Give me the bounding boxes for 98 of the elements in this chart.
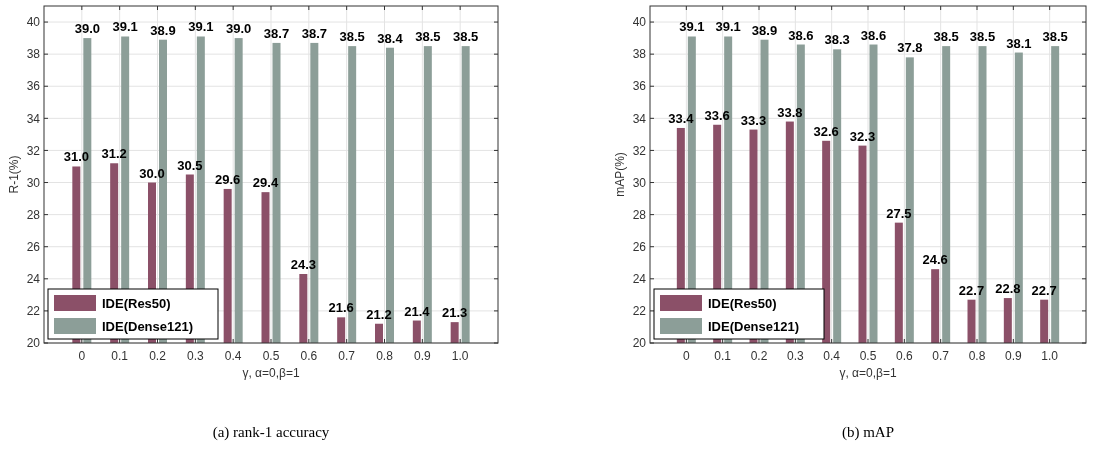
y-tick-label: 24 xyxy=(26,272,41,287)
data-label: 37.8 xyxy=(897,40,923,56)
data-label: 24.3 xyxy=(290,257,316,272)
y-tick-label: 20 xyxy=(632,336,647,351)
data-label: 24.6 xyxy=(922,252,948,268)
y-tick-label: 24 xyxy=(632,272,647,287)
data-label: 38.3 xyxy=(824,32,850,48)
data-label: 39.0 xyxy=(226,21,252,37)
x-tick-label: 0.9 xyxy=(413,349,431,363)
data-label: 33.6 xyxy=(704,107,730,123)
data-label: 33.8 xyxy=(777,104,803,120)
y-tick-label: 34 xyxy=(632,111,647,126)
x-tick-label: 1.0 xyxy=(451,349,469,363)
data-label: 38.7 xyxy=(301,25,327,41)
data-label: 32.6 xyxy=(813,123,839,139)
y-tick-label: 28 xyxy=(632,207,647,222)
x-tick-label: 0.2 xyxy=(149,349,167,363)
y-tick-label: 40 xyxy=(26,15,41,30)
data-label: 30.0 xyxy=(139,165,165,181)
x-tick-label: 0.5 xyxy=(262,349,280,363)
data-label: 38.5 xyxy=(1042,29,1068,45)
y-tick-label: 32 xyxy=(26,143,41,158)
x-tick-label: 0.7 xyxy=(932,349,950,363)
x-tick-label: 0.1 xyxy=(111,349,129,363)
x-tick-label: 0.1 xyxy=(714,349,732,363)
x-tick-label: 1.0 xyxy=(1041,349,1059,363)
x-axis-title: γ, α=0,β=1 xyxy=(242,366,300,380)
data-label: 38.6 xyxy=(860,27,887,43)
data-label: 39.1 xyxy=(188,19,214,35)
x-tick-label: 0.2 xyxy=(750,349,768,363)
data-label: 39.1 xyxy=(715,19,741,35)
y-tick-label: 26 xyxy=(632,239,647,254)
x-tick-label: 0.9 xyxy=(1004,349,1022,363)
x-tick-label: 0.6 xyxy=(300,349,318,363)
x-tick-label: 0.3 xyxy=(186,349,204,363)
data-label: 29.6 xyxy=(215,171,241,187)
data-label: 38.5 xyxy=(969,29,996,45)
data-label: 38.1 xyxy=(1006,35,1032,51)
data-label: 38.9 xyxy=(150,22,176,38)
data-label: 29.4 xyxy=(252,175,279,191)
data-label: 31.2 xyxy=(101,146,127,162)
data-label: 22.8 xyxy=(995,281,1021,297)
data-label: 38.4 xyxy=(377,30,404,46)
x-tick-label: 0.7 xyxy=(338,349,356,363)
x-tick-label: 0.6 xyxy=(895,349,913,363)
y-tick-label: 38 xyxy=(632,47,647,62)
data-label: 27.5 xyxy=(886,205,912,221)
x-tick-label: 0.5 xyxy=(859,349,877,363)
data-label: 38.5 xyxy=(453,29,479,45)
data-label: 32.3 xyxy=(849,128,876,144)
data-label: 39.1 xyxy=(679,19,705,35)
x-tick-label: 0 xyxy=(78,349,86,363)
data-label: 39.0 xyxy=(74,21,100,37)
data-label: 31.0 xyxy=(63,149,89,165)
data-label: 21.6 xyxy=(328,300,354,316)
y-tick-label: 32 xyxy=(632,143,647,158)
y-tick-label: 22 xyxy=(26,304,41,319)
data-label: 38.5 xyxy=(933,29,959,45)
legend-label: IDE(Dense121) xyxy=(708,318,800,334)
data-label: 21.2 xyxy=(366,306,392,322)
y-tick-label: 40 xyxy=(632,15,647,30)
data-label: 38.6 xyxy=(788,27,814,43)
x-tick-label: 0.8 xyxy=(376,349,394,363)
data-label: 22.7 xyxy=(1031,282,1057,298)
legend-label: IDE(Dense121) xyxy=(102,318,194,334)
text: (a) rank-1 accuracy xyxy=(212,424,330,441)
y-tick-label: 22 xyxy=(632,304,647,319)
y-tick-label: 30 xyxy=(632,175,647,190)
y-tick-label: 34 xyxy=(26,111,41,126)
data-label: 38.7 xyxy=(263,25,290,41)
y-tick-label: 30 xyxy=(26,175,41,190)
y-tick-label: 20 xyxy=(26,336,41,351)
legend-label: IDE(Res50) xyxy=(102,295,171,311)
y-axis-title: mAP(%) xyxy=(613,152,627,197)
x-tick-label: 0 xyxy=(682,349,690,363)
data-label: 39.1 xyxy=(112,19,138,35)
x-tick-label: 0.3 xyxy=(786,349,804,363)
x-tick-label: 0.8 xyxy=(968,349,986,363)
y-tick-label: 36 xyxy=(632,79,647,94)
data-label: 33.3 xyxy=(740,112,767,128)
y-tick-label: 26 xyxy=(26,239,41,254)
data-label: 21.4 xyxy=(404,303,431,319)
y-tick-label: 36 xyxy=(26,79,41,94)
legend-label: IDE(Res50) xyxy=(708,295,777,311)
data-label: 21.3 xyxy=(442,305,468,321)
x-axis-title: γ, α=0,β=1 xyxy=(839,366,897,380)
data-label: 38.5 xyxy=(339,29,365,45)
x-tick-label: 0.4 xyxy=(823,349,841,363)
data-label: 33.4 xyxy=(668,110,695,126)
y-tick-label: 38 xyxy=(26,47,41,62)
data-label: 22.7 xyxy=(958,282,985,298)
data-label: 30.5 xyxy=(177,157,203,173)
data-label: 38.9 xyxy=(751,22,778,38)
text: (b) mAP xyxy=(841,424,895,441)
y-tick-label: 28 xyxy=(26,207,41,222)
data-label: 38.5 xyxy=(415,29,441,45)
y-axis-title: R-1(%) xyxy=(7,155,21,194)
x-tick-label: 0.4 xyxy=(224,349,242,363)
